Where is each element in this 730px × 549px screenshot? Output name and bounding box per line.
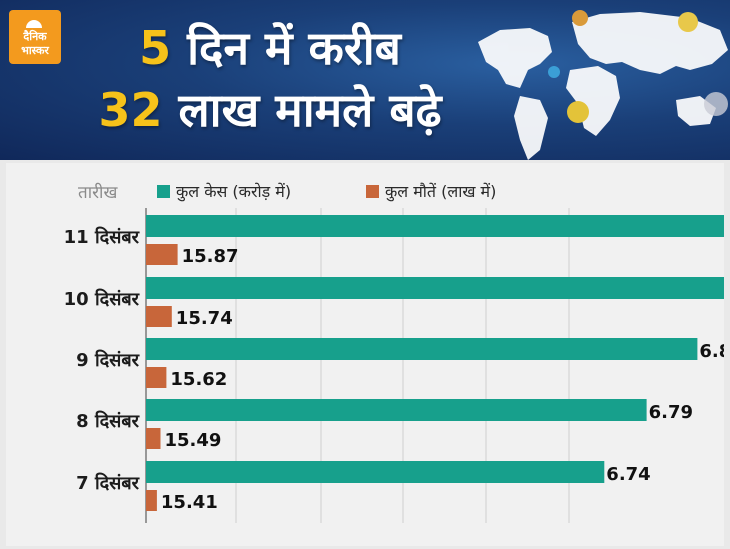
logo-line-2: भास्कर <box>21 44 49 57</box>
chart-panel: तारीख कुल केस (करोड़ में) कुल मौतें (लाख… <box>6 163 724 546</box>
category-labels: 11 दिसंबर 10 दिसंबर 9 दिसंबर 8 दिसंबर 7 … <box>64 226 140 494</box>
value-label-deaths: 15.87 <box>182 246 239 267</box>
y-axis-title: तारीख <box>78 182 118 203</box>
header-banner: दैनिक भास्कर 5 दिन में करीब 32 लाख मामले… <box>0 0 730 160</box>
newspaper-logo-icon: दैनिक भास्कर <box>9 10 61 64</box>
logo-line-1: दैनिक <box>23 30 47 43</box>
category-label: 10 दिसंबर <box>64 288 140 310</box>
value-labels: 7.0615.876.9215.746.8515.626.7915.496.74… <box>161 246 724 513</box>
category-label: 8 दिसंबर <box>76 410 139 432</box>
bar-cases <box>146 399 647 421</box>
title-line-1: 5 दिन में करीब <box>0 22 540 74</box>
legend-label-deaths: कुल मौतें (लाख में) <box>385 182 496 202</box>
value-label-cases: 6.79 <box>649 402 693 423</box>
bar-cases <box>146 277 724 299</box>
bar-deaths <box>146 490 157 511</box>
legend-swatch-deaths <box>366 185 379 198</box>
title-text-1: दिन में करीब <box>187 21 401 75</box>
value-label-cases: 6.85 <box>699 341 724 362</box>
value-label-deaths: 15.41 <box>161 492 218 513</box>
sun-icon <box>26 20 42 28</box>
value-label-deaths: 15.49 <box>165 430 222 451</box>
bar-cases <box>146 461 605 483</box>
value-label-deaths: 15.62 <box>170 369 227 390</box>
legend-swatch-cases <box>157 185 170 198</box>
title-text-2: लाख मामले बढ़े <box>178 83 442 137</box>
title-highlight-2: 32 <box>98 83 163 137</box>
bar-cases <box>146 215 724 237</box>
category-label: 11 दिसंबर <box>64 226 140 248</box>
bar-deaths <box>146 306 172 327</box>
bar-cases <box>146 338 698 360</box>
category-label: 7 दिसंबर <box>76 472 139 494</box>
bar-deaths <box>146 428 161 449</box>
value-label-deaths: 15.74 <box>176 308 233 329</box>
category-label: 9 दिसंबर <box>76 349 139 371</box>
world-map-icon <box>478 10 728 160</box>
virus-icon <box>548 10 728 123</box>
bar-deaths <box>146 367 167 388</box>
title-line-2: 32 लाख मामले बढ़े <box>0 84 540 136</box>
title-highlight-1: 5 <box>139 21 172 75</box>
bar-deaths <box>146 244 178 265</box>
legend: कुल केस (करोड़ में) कुल मौतें (लाख में) <box>157 182 496 202</box>
bars <box>146 215 724 511</box>
bar-chart: तारीख कुल केस (करोड़ में) कुल मौतें (लाख… <box>64 182 724 523</box>
value-label-cases: 6.74 <box>606 464 650 485</box>
legend-label-cases: कुल केस (करोड़ में) <box>176 182 291 202</box>
